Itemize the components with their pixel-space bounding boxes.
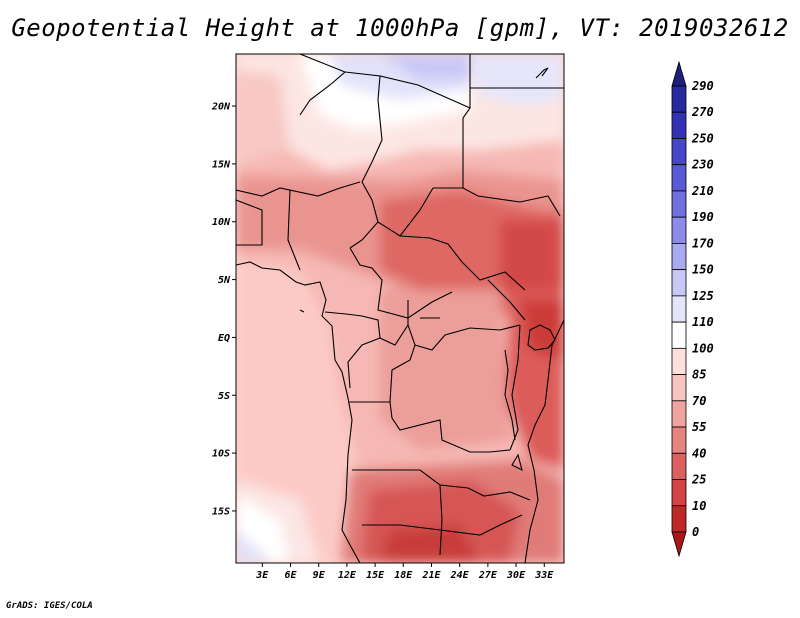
lon-label: 6E — [284, 570, 297, 581]
colorbar-label: 290 — [691, 79, 714, 93]
colorbar-label: 230 — [691, 158, 714, 172]
lat-label: EQ — [218, 333, 230, 344]
lat-label: 15S — [212, 506, 230, 517]
height-field — [236, 54, 564, 563]
lat-label: 5N — [218, 275, 231, 286]
colorbar-label: 190 — [692, 210, 714, 224]
coastlines-borders — [236, 54, 564, 563]
colorbar-swatch — [671, 216, 687, 244]
colorbar-label: 55 — [692, 420, 706, 434]
colorbar-label: 25 — [691, 473, 706, 487]
colorbar-swatch — [671, 479, 687, 507]
colorbar-label: 170 — [692, 236, 714, 250]
colorbar-label: 10 — [692, 499, 706, 513]
lat-label: 20N — [211, 102, 231, 113]
lon-label: 3E — [255, 570, 269, 581]
colorbar-swatch — [671, 190, 687, 218]
colorbar-swatch — [671, 321, 687, 349]
map-frame — [235, 53, 565, 564]
colorbar-swatch — [671, 347, 687, 375]
lon-label: 24E — [450, 570, 470, 581]
colorbar-label: 100 — [692, 341, 714, 355]
colorbar-label: 270 — [691, 105, 714, 119]
colorbar-swatch — [671, 374, 687, 402]
latitude-axis: 20N 15N 10N 5N EQ 5S 10S 15S — [211, 102, 236, 517]
longitude-axis: 3E 6E 9E 12E 15E 18E 21E 24E 27E 30E 33E — [255, 563, 554, 581]
lon-label: 12E — [338, 570, 357, 581]
lon-label: 30E — [506, 570, 526, 581]
colorbar-swatch — [671, 452, 687, 480]
colorbar-label: 110 — [692, 315, 714, 329]
colorbar-label: 0 — [692, 525, 699, 539]
lon-label: 9E — [313, 570, 326, 581]
colorbar-label: 85 — [692, 368, 706, 382]
colorbar-swatch — [671, 400, 687, 428]
grads-credit: GrADS: IGES/COLA — [6, 601, 93, 611]
lon-label: 18E — [394, 570, 413, 581]
lat-label: 10N — [212, 217, 231, 228]
lat-label: 10S — [212, 449, 230, 460]
colorbar-label: 70 — [692, 394, 706, 408]
colorbar-swatch — [671, 85, 687, 113]
lon-label: 27E — [478, 570, 498, 581]
colorbar-label: 210 — [691, 184, 714, 198]
colorbar-swatch — [671, 138, 687, 166]
colorbar-label: 125 — [692, 289, 714, 303]
colorbar-swatch — [671, 295, 687, 323]
lon-label: 15E — [366, 570, 385, 581]
colorbar: 2902702502302101901701501251101008570554… — [671, 60, 714, 558]
lat-label: 15N — [212, 159, 231, 170]
colorbar-min-arrow — [671, 531, 687, 558]
map-title: Geopotential Height at 1000hPa [gpm], VT… — [11, 14, 789, 42]
colorbar-max-arrow — [671, 60, 687, 87]
lat-label: 5S — [218, 391, 230, 402]
colorbar-label: 40 — [692, 446, 706, 460]
colorbar-swatch — [671, 505, 687, 533]
lon-label: 33E — [534, 570, 554, 581]
lon-label: 21E — [421, 570, 441, 581]
colorbar-swatch — [671, 111, 687, 139]
colorbar-swatch — [671, 269, 687, 297]
colorbar-swatch — [671, 164, 687, 192]
colorbar-swatch — [671, 426, 687, 454]
colorbar-swatch — [671, 243, 687, 271]
colorbar-label: 150 — [692, 263, 714, 277]
colorbar-label: 250 — [691, 131, 714, 145]
